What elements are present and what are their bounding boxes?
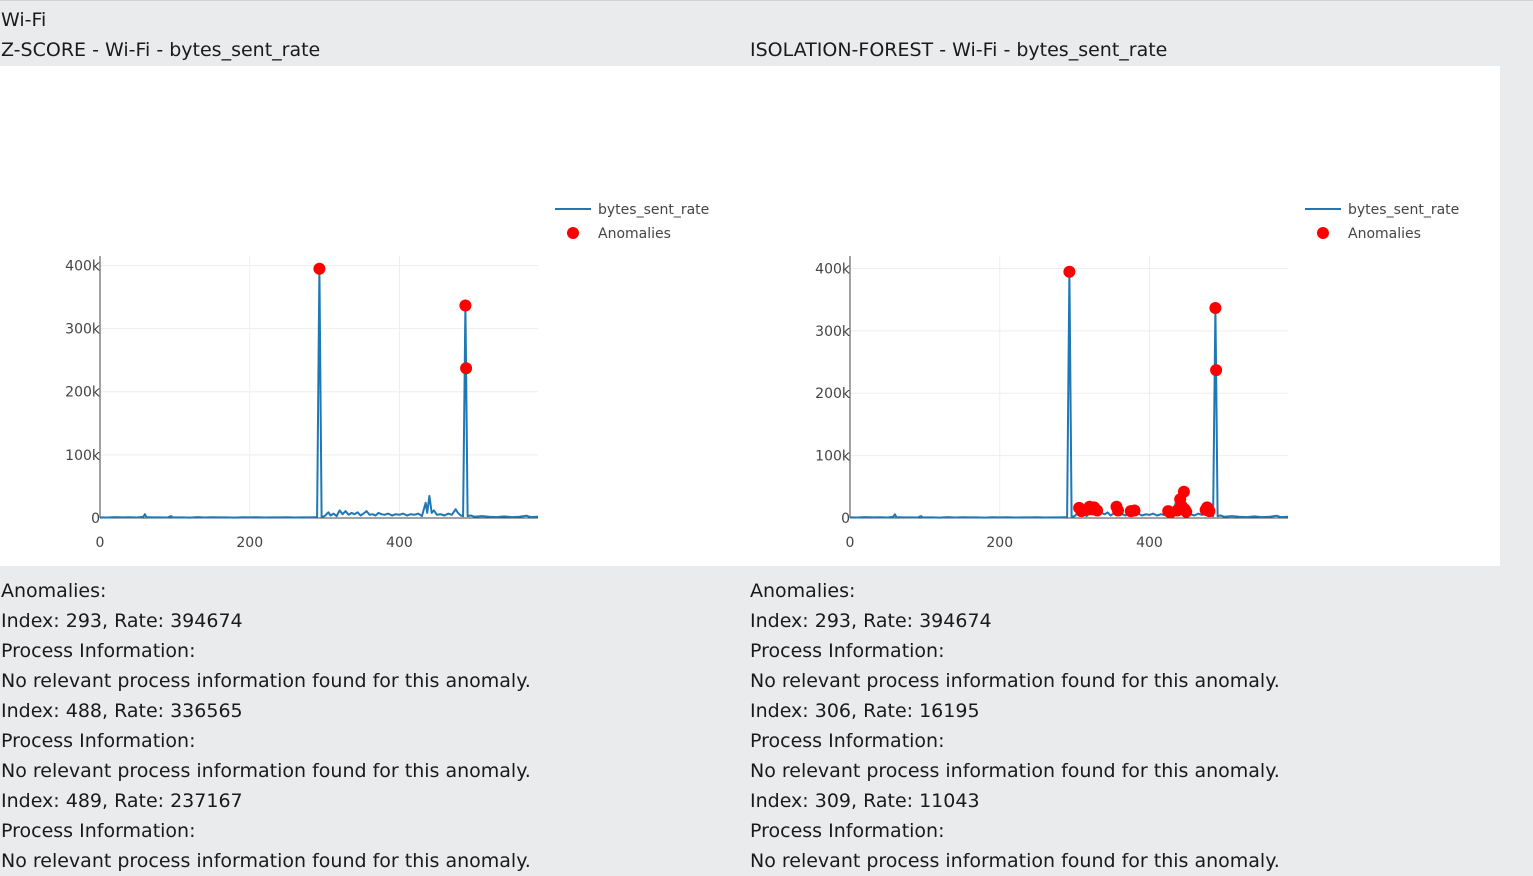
zscore-panel-title: Z-SCORE - Wi-Fi - bytes_sent_rate bbox=[1, 39, 321, 61]
process-info-label: Process Information: bbox=[1, 640, 196, 662]
iforest-info: Anomalies: Index: 293, Rate: 394674 Proc… bbox=[750, 576, 1280, 876]
process-info-label: Process Information: bbox=[750, 820, 945, 842]
process-info-label: Process Information: bbox=[750, 730, 945, 752]
anomaly-point[interactable] bbox=[1180, 505, 1193, 518]
process-info-label: Process Information: bbox=[750, 640, 945, 662]
legend-label[interactable]: Anomalies bbox=[598, 226, 671, 242]
anomaly-point[interactable] bbox=[460, 362, 473, 375]
anomaly-point[interactable] bbox=[1091, 504, 1104, 517]
anomaly-point[interactable] bbox=[1203, 505, 1216, 518]
x-tick-label: 0 bbox=[846, 535, 855, 551]
anomaly-index-rate: Index: 489, Rate: 237167 bbox=[1, 790, 243, 812]
anomaly-point[interactable] bbox=[1177, 485, 1190, 498]
y-tick-label: 0 bbox=[841, 511, 850, 527]
anomaly-index-rate: Index: 293, Rate: 394674 bbox=[750, 610, 992, 632]
anomaly-index-rate: Index: 309, Rate: 11043 bbox=[750, 790, 980, 812]
anomaly-point[interactable] bbox=[1209, 302, 1222, 314]
anomaly-point[interactable] bbox=[1128, 504, 1141, 517]
process-info-text: No relevant process information found fo… bbox=[1, 670, 531, 692]
process-info-text: No relevant process information found fo… bbox=[1, 850, 531, 872]
page-heading: Wi-Fi bbox=[1, 9, 47, 31]
process-info-label: Process Information: bbox=[1, 820, 196, 842]
y-tick-label: 200k bbox=[815, 386, 851, 402]
y-tick-label: 400k bbox=[65, 258, 101, 274]
anomaly-point[interactable] bbox=[1210, 364, 1223, 377]
anomaly-point[interactable] bbox=[1112, 504, 1124, 517]
y-tick-label: 400k bbox=[815, 261, 851, 277]
process-info-text: No relevant process information found fo… bbox=[750, 850, 1280, 872]
legend-marker-swatch bbox=[567, 227, 579, 239]
top-border bbox=[0, 0, 1533, 1]
y-tick-label: 300k bbox=[815, 324, 851, 340]
charts-area: 0 200 400 0 100k 200k 300k 400k bytes_sent_rate A… bbox=[0, 66, 1500, 566]
zscore-info: Anomalies: Index: 293, Rate: 394674 Proc… bbox=[1, 576, 531, 876]
x-tick-label: 0 bbox=[96, 535, 105, 551]
x-tick-label: 200 bbox=[236, 535, 263, 551]
series-line-bytes_sent_rate[interactable] bbox=[99, 267, 539, 519]
anomaly-index-rate: Index: 306, Rate: 16195 bbox=[750, 700, 980, 722]
iforest-chart[interactable]: 0 200 400 0 100k 200k 300k 400k bytes_sent_rate A… bbox=[750, 66, 1500, 566]
zscore-chart[interactable]: 0 200 400 0 100k 200k 300k 400k bytes_sent_rate A… bbox=[0, 66, 750, 566]
y-tick-label: 100k bbox=[65, 448, 101, 464]
series-line-bytes_sent_rate[interactable] bbox=[849, 270, 1289, 519]
legend-label[interactable]: bytes_sent_rate bbox=[1348, 202, 1459, 218]
iforest-panel-title: ISOLATION-FOREST - Wi-Fi - bytes_sent_ra… bbox=[750, 39, 1168, 61]
anomaly-index-rate: Index: 488, Rate: 336565 bbox=[1, 700, 243, 722]
y-tick-label: 100k bbox=[815, 449, 851, 465]
anomaly-point[interactable] bbox=[459, 299, 472, 312]
process-info-label: Process Information: bbox=[1, 730, 196, 752]
y-tick-label: 200k bbox=[65, 385, 101, 401]
legend-label[interactable]: bytes_sent_rate bbox=[598, 202, 709, 218]
anomaly-point[interactable] bbox=[313, 262, 326, 275]
process-info-text: No relevant process information found fo… bbox=[750, 760, 1280, 782]
anomalies-label: Anomalies: bbox=[750, 580, 856, 602]
anomaly-point[interactable] bbox=[1063, 265, 1076, 278]
y-tick-label: 0 bbox=[91, 511, 100, 527]
legend-label[interactable]: Anomalies bbox=[1348, 226, 1421, 242]
anomaly-index-rate: Index: 293, Rate: 394674 bbox=[1, 610, 243, 632]
y-tick-label: 300k bbox=[65, 322, 101, 338]
x-tick-label: 400 bbox=[1136, 535, 1163, 551]
x-tick-label: 400 bbox=[386, 535, 413, 551]
process-info-text: No relevant process information found fo… bbox=[750, 670, 1280, 692]
anomalies-label: Anomalies: bbox=[1, 580, 107, 602]
x-tick-label: 200 bbox=[986, 535, 1013, 551]
process-info-text: No relevant process information found fo… bbox=[1, 760, 531, 782]
legend-marker-swatch bbox=[1317, 227, 1329, 239]
